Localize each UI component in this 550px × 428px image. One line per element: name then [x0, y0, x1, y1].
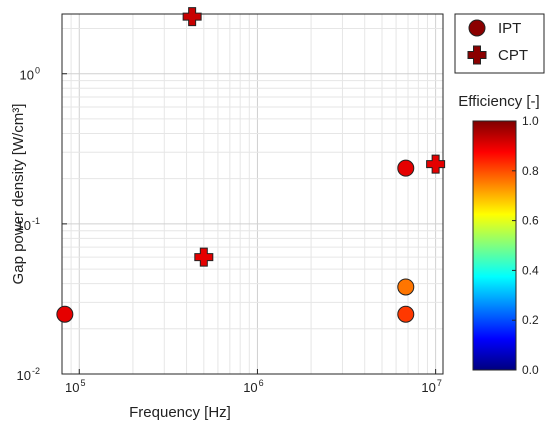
- x-axis-label: Frequency [Hz]: [129, 404, 231, 421]
- ipt-point: [397, 159, 415, 177]
- x-tick-label: 105: [65, 378, 85, 395]
- legend: IPT CPT: [454, 13, 545, 74]
- legend-label: CPT: [498, 47, 528, 64]
- ipt-point: [397, 278, 415, 296]
- legend-label: IPT: [498, 20, 521, 37]
- cpt-point: [194, 247, 214, 267]
- y-tick-label: 100: [20, 66, 40, 83]
- colorbar-tick-label: 0.8: [522, 164, 539, 178]
- x-axis: 105 106 107: [65, 369, 442, 395]
- colorbar-gradient: [472, 120, 517, 371]
- data-points: [56, 7, 446, 323]
- colorbar-tick-label: 0.2: [522, 313, 539, 327]
- y-axis-label: Gap power density [W/cm³]: [10, 104, 27, 285]
- cpt-point: [426, 154, 446, 174]
- cpt-point: [182, 7, 202, 27]
- plot-area: [61, 13, 444, 375]
- colorbar-tick-label: 1.0: [522, 114, 539, 128]
- x-tick-label: 106: [243, 378, 263, 395]
- colorbar-tick-label: 0.6: [522, 214, 539, 228]
- grid: [61, 14, 443, 375]
- x-tick-label: 107: [421, 378, 441, 395]
- colorbar-tick-label: 0.4: [522, 263, 539, 277]
- colorbar-title: Efficiency [-]: [458, 93, 539, 110]
- ipt-point: [397, 305, 415, 323]
- ipt-point: [56, 305, 74, 323]
- colorbar: Efficiency [-] 0.0 0.2 0.4 0.6 0.8 1.0: [458, 93, 539, 377]
- legend-marker-circle: [468, 19, 486, 37]
- y-tick-label: 10-2: [17, 366, 40, 383]
- legend-marker-plus: [467, 45, 487, 65]
- colorbar-tick-label: 0.0: [522, 363, 539, 377]
